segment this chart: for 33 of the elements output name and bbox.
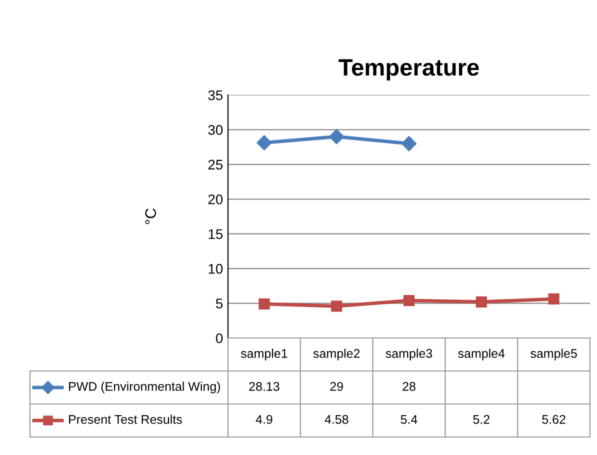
data-label: 28 (402, 382, 416, 391)
y-tick-label: 15 (208, 229, 223, 240)
x-tick-label: sample4 (458, 348, 505, 360)
chart-title: Temperature (338, 59, 479, 80)
point (401, 136, 417, 152)
point (548, 293, 560, 305)
x-tick-label: sample2 (313, 348, 360, 360)
point (256, 135, 272, 150)
point (403, 294, 415, 306)
y-tick-label: 35 (208, 90, 223, 100)
y-tick-label: 30 (208, 125, 223, 135)
x-tick-label: sample1 (240, 348, 288, 360)
point (331, 300, 342, 312)
y-tick-label: 20 (208, 194, 223, 204)
x-tick-label: sample3 (386, 348, 432, 360)
data-label: 28.13 (249, 382, 280, 391)
point (329, 129, 344, 144)
point (258, 298, 270, 310)
data-label: 5.4 (400, 415, 418, 424)
data-label: 29 (330, 382, 343, 391)
data-label: 5.2 (473, 415, 490, 424)
legend-label: Present Test Results (69, 414, 182, 424)
legend-label: PWD (Environmental Wing) (69, 382, 220, 394)
data-label: 5.62 (542, 415, 566, 424)
y-tick-label: 25 (208, 160, 223, 170)
y-tick-label: 5 (216, 298, 223, 308)
data-label: 4.9 (256, 415, 272, 424)
point (476, 296, 487, 308)
y-tick-label: 0 (216, 333, 223, 344)
data-label: 4.58 (324, 415, 348, 424)
y-tick-label: 10 (208, 264, 223, 274)
y-axis-title: °C (145, 208, 156, 224)
x-tick-label: sample5 (530, 348, 577, 360)
